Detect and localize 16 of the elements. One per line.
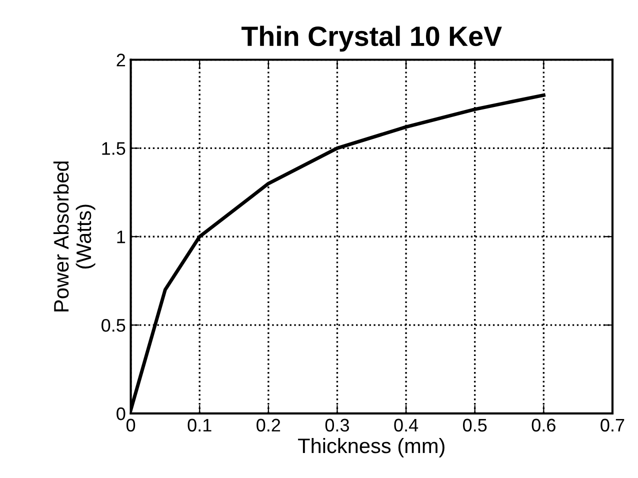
x-axis-title: Thickness (mm) xyxy=(298,438,444,458)
x-tick-label: 0.1 xyxy=(188,418,212,432)
y-tick-label: 1 xyxy=(117,230,126,244)
y-tick-label: 2 xyxy=(116,54,126,66)
x-tick-label: 0 xyxy=(126,418,136,432)
x-tick-label: 0.5 xyxy=(463,418,487,432)
x-tick-label: 0.3 xyxy=(325,418,349,432)
x-tick-label: 0.2 xyxy=(256,418,280,432)
x-tick-label: 0.6 xyxy=(532,418,556,432)
x-tick-label: 0.4 xyxy=(394,418,418,432)
x-tick-label: 0.7 xyxy=(600,418,624,432)
y-axis-title: Power Absorbed (Watts) xyxy=(53,162,96,312)
y-tick-label: 0.5 xyxy=(102,318,126,332)
y-tick-label: 0 xyxy=(116,407,126,420)
chart-title: Thin Crystal 10 KeV xyxy=(242,26,502,52)
y-tick-label: 1.5 xyxy=(102,142,126,155)
